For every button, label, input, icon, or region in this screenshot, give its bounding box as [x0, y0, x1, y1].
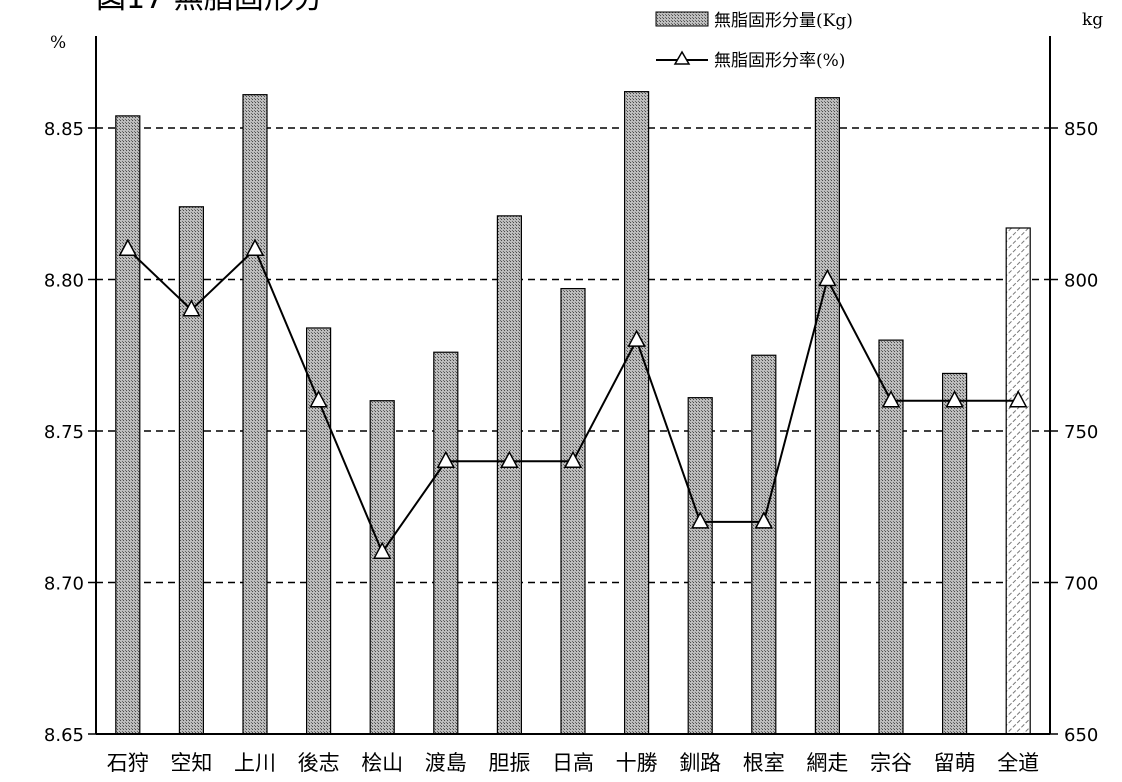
rate-line — [118, 238, 1028, 559]
bar — [496, 215, 522, 735]
right-tick-label: 700 — [1064, 574, 1098, 595]
category-label: 桧山 — [361, 751, 403, 775]
category-label: 後志 — [298, 751, 340, 775]
category-label: 宗谷 — [870, 751, 912, 775]
legend-bar-label: 無脂固形分量(Kg) — [714, 11, 853, 31]
right-axis-unit: kg — [1082, 10, 1103, 30]
rate-point — [818, 268, 837, 287]
category-label: 日高 — [552, 751, 594, 775]
right-axis-ticks: 650 700 750 800 850 — [1050, 119, 1098, 746]
bar — [941, 372, 968, 735]
rate-point — [563, 450, 583, 469]
right-tick-label: 800 — [1064, 271, 1098, 292]
category-label: 根室 — [743, 751, 785, 775]
left-tick-label: 8.75 — [44, 422, 84, 443]
rate-point — [436, 450, 456, 469]
left-axis-ticks: 8.65 8.70 8.75 8.80 8.85 — [44, 119, 96, 746]
left-axis-unit: % — [50, 33, 66, 53]
rate-point — [754, 511, 774, 529]
category-label: 石狩 — [107, 751, 149, 775]
category-label: 網走 — [806, 751, 848, 775]
bar — [242, 94, 268, 735]
bar — [1005, 227, 1031, 735]
bar — [687, 397, 713, 735]
bar — [623, 91, 650, 735]
category-label: 渡島 — [425, 751, 467, 775]
category-label: 全道 — [997, 751, 1039, 775]
bar — [814, 97, 841, 735]
rate-point — [309, 390, 328, 408]
rate-point — [945, 390, 964, 408]
rate-point — [500, 450, 519, 469]
left-tick-label: 8.80 — [44, 271, 84, 292]
legend-bar-swatch — [655, 11, 709, 27]
rate-point — [627, 329, 646, 347]
bar — [369, 400, 395, 735]
left-tick-label: 8.70 — [44, 574, 84, 595]
rate-point — [245, 238, 265, 256]
rate-point — [118, 238, 138, 256]
bars — [115, 91, 1031, 735]
rate-point — [182, 299, 201, 317]
left-tick-label: 8.65 — [44, 725, 84, 746]
right-tick-label: 750 — [1064, 422, 1098, 443]
category-label: 釧路 — [679, 751, 721, 775]
bar — [306, 327, 332, 735]
legend: 無脂固形分量(Kg) 無脂固形分率(%) — [655, 11, 853, 71]
bar — [560, 287, 586, 735]
category-label: 空知 — [170, 751, 212, 775]
bar — [115, 115, 141, 735]
legend-triangle-marker — [673, 50, 691, 65]
rate-point — [881, 390, 901, 408]
rate-point — [372, 541, 392, 559]
left-tick-label: 8.85 — [44, 119, 84, 140]
bar — [433, 351, 459, 735]
legend-line-label: 無脂固形分率(%) — [714, 51, 845, 71]
category-label: 胆振 — [488, 751, 530, 775]
category-label: 留萌 — [934, 751, 976, 775]
rate-point — [1008, 390, 1028, 408]
bar — [178, 206, 204, 735]
rate-point — [690, 511, 710, 529]
category-labels: 石狩 空知 上川 後志 桧山 渡島 胆振 日高 十勝 釧路 根室 網走 宗谷 留萌 全道 — [107, 751, 1039, 775]
chart-title: 図17 無脂固形分 — [96, 0, 324, 16]
right-tick-label: 650 — [1064, 725, 1098, 746]
category-label: 十勝 — [616, 751, 658, 775]
category-label: 上川 — [234, 751, 276, 775]
bar — [751, 354, 777, 735]
right-tick-label: 850 — [1064, 119, 1098, 140]
